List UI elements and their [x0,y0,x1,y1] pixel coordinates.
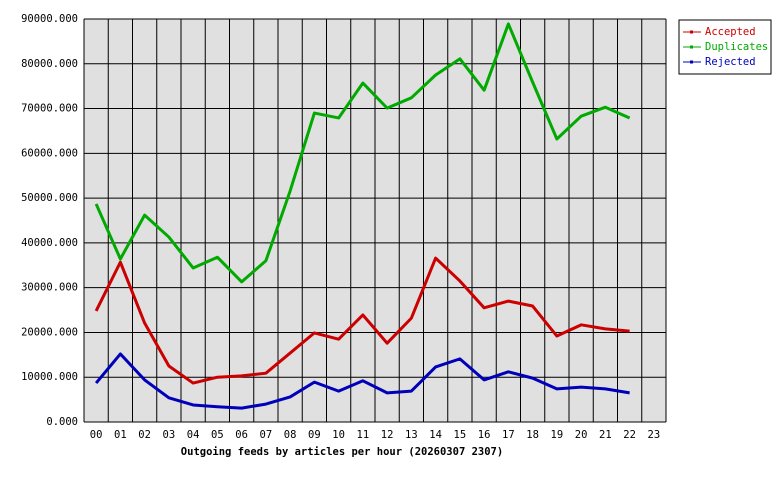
x-tick-label: 11 [357,429,370,441]
x-tick-label: 22 [623,429,636,441]
x-tick-label: 03 [163,429,176,441]
chart-title: Outgoing feeds by articles per hour (202… [181,446,503,458]
x-tick-label: 18 [526,429,539,441]
y-tick-label: 50000.000 [21,192,78,204]
x-tick-label: 06 [235,429,248,441]
y-tick-label: 20000.000 [21,326,78,338]
x-tick-label: 01 [114,429,127,441]
y-tick-label: 10000.000 [21,371,78,383]
y-tick-label: 60000.000 [21,147,78,159]
x-tick-label: 08 [284,429,297,441]
legend-marker [690,60,693,64]
y-tick-label: 40000.000 [21,237,78,249]
x-tick-label: 09 [308,429,321,441]
x-tick-label: 13 [405,429,418,441]
x-tick-label: 20 [575,429,588,441]
x-tick-label: 16 [478,429,491,441]
legend-label: Accepted [705,26,756,38]
x-tick-label: 23 [648,429,661,441]
x-tick-label: 19 [551,429,564,441]
y-tick-label: 0.000 [46,416,78,428]
x-tick-label: 07 [260,429,273,441]
y-tick-label: 30000.000 [21,282,78,294]
legend-marker [690,30,693,34]
legend-box [678,19,772,75]
y-tick-label: 80000.000 [21,58,78,70]
x-tick-label: 15 [454,429,467,441]
series-line [94,352,630,410]
x-tick-label: 17 [502,429,515,441]
legend-marker [690,45,693,49]
series-line [94,256,630,385]
y-tick-label: 70000.000 [21,103,78,115]
y-tick-label: 90000.000 [21,13,78,25]
x-tick-label: 10 [332,429,345,441]
series-line [94,22,631,284]
x-tick-label: 04 [187,429,200,441]
legend-label: Duplicates [705,41,768,53]
legend-label: Rejected [705,56,756,68]
x-tick-label: 12 [381,429,394,441]
x-tick-label: 14 [429,429,442,441]
x-tick-label: 02 [138,429,151,441]
x-tick-label: 21 [599,429,612,441]
x-tick-label: 00 [90,429,103,441]
x-tick-label: 05 [211,429,224,441]
